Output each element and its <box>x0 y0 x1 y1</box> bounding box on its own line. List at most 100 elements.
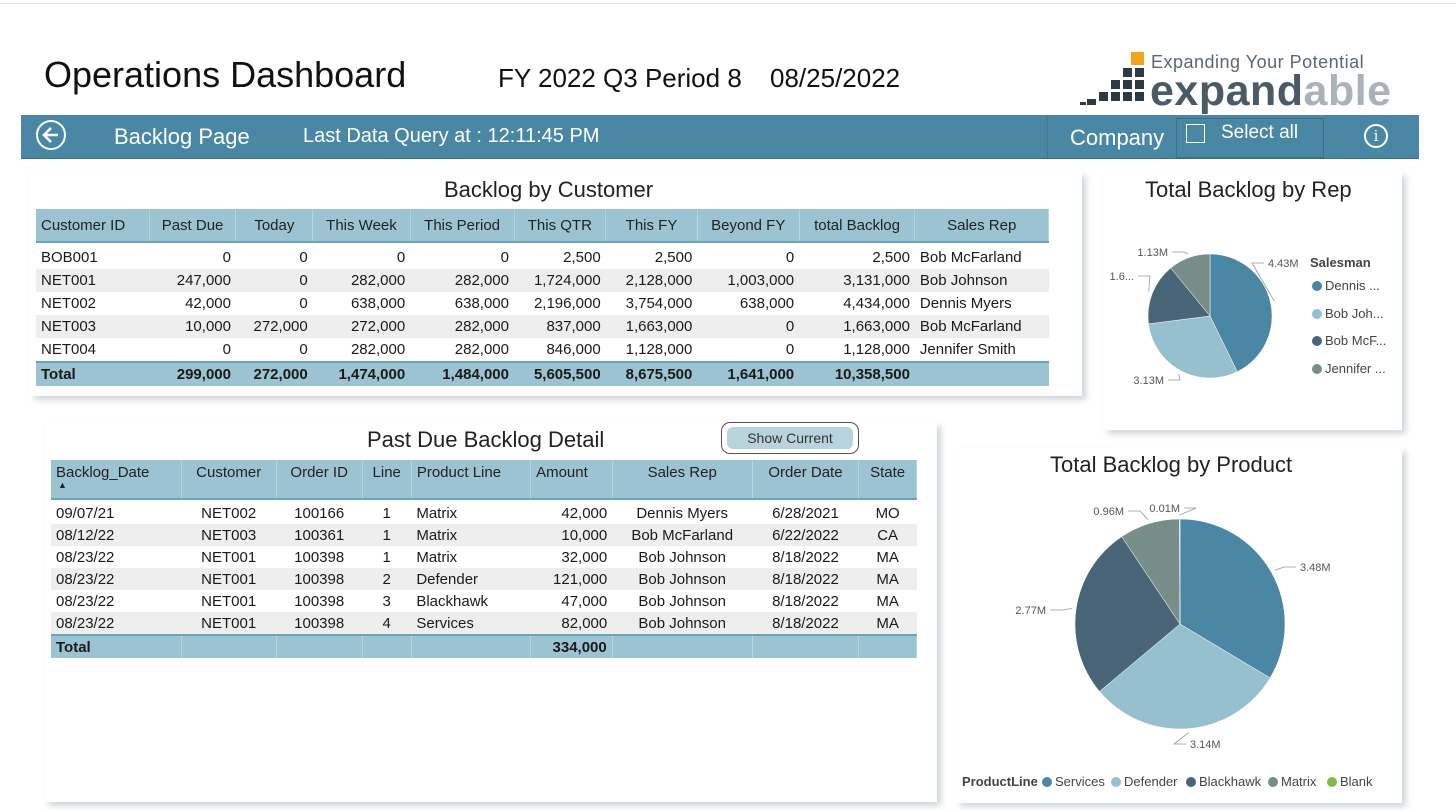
pie-leader-line <box>1172 732 1189 745</box>
table-cell: 8/18/2022 <box>752 612 859 635</box>
fiscal-period: FY 2022 Q3 Period 8 <box>498 63 742 93</box>
table-row[interactable]: 09/07/21 NET002 100166 1 Matrix 42,000 Dennis … <box>51 502 917 524</box>
table-cell: 100398 <box>276 568 363 590</box>
pie-slice[interactable] <box>1170 253 1211 317</box>
column-header[interactable]: This FY <box>605 209 698 242</box>
column-header[interactable]: Line <box>362 460 412 499</box>
column-header[interactable]: State <box>858 460 917 499</box>
customer-table-title: Backlog by Customer <box>444 177 654 202</box>
column-header[interactable]: Product Line <box>411 460 532 499</box>
column-header[interactable]: Beyond FY <box>697 209 800 242</box>
table-cell: 638,000 <box>739 295 795 312</box>
pie-leader-line <box>1168 374 1181 381</box>
table-row[interactable]: 08/23/22 NET001 100398 1 Matrix 32,000 Bob Joh… <box>51 546 917 568</box>
table-cell: 3 <box>382 592 391 610</box>
legend-item[interactable]: Dennis ... <box>1312 278 1380 293</box>
column-header[interactable]: Order Date <box>752 460 860 499</box>
table-cell: 1 <box>382 504 391 522</box>
pie-data-label: 4.43M <box>1268 258 1299 270</box>
total-cell: Total <box>51 634 182 658</box>
table-cell: 3,131,000 <box>799 269 915 292</box>
legend-dot <box>1312 309 1322 319</box>
report-date: 08/25/2022 <box>770 63 901 93</box>
pie-slice[interactable] <box>1209 253 1273 373</box>
table-row[interactable]: 08/12/22 NET003 100361 1 Matrix 10,000 Bob McF… <box>51 524 917 546</box>
info-icon[interactable]: i <box>1364 124 1388 148</box>
back-arrow-icon[interactable] <box>36 120 66 150</box>
table-cell: NET001 <box>181 568 277 590</box>
column-header[interactable]: This Period <box>410 209 515 242</box>
pie-slice[interactable] <box>1179 518 1286 679</box>
table-total-row: Total 299,000 272,000 1,474,000 1,484,000 5,6… <box>36 361 1049 386</box>
pie-slice[interactable] <box>1148 315 1238 379</box>
table-cell: 4 <box>362 612 412 635</box>
legend-item[interactable]: Services <box>1042 774 1105 789</box>
pie-leader-line <box>1251 262 1275 302</box>
total-cell: 272,000 <box>235 361 313 386</box>
table-cell: BOB001 <box>41 249 98 266</box>
table-cell: NET002 <box>41 295 97 312</box>
table-cell: 0 <box>396 249 406 266</box>
past-due-detail-table: Backlog_Date ▲ Customer Order ID Line Product… <box>51 460 917 658</box>
total-cell <box>411 634 532 658</box>
legend-item[interactable]: Bob Joh... <box>1312 306 1384 321</box>
sort-ascending-icon[interactable]: ▲ <box>58 480 67 490</box>
table-cell: 1,663,000 <box>799 315 915 338</box>
column-header[interactable]: Past Due <box>149 209 237 242</box>
table-row[interactable]: 08/23/22 NET001 100398 4 Services 82,000 Bob J… <box>51 612 917 635</box>
legend-item[interactable]: Defender <box>1111 774 1177 789</box>
pie-leader-line <box>1128 510 1149 521</box>
table-cell: MA <box>858 612 917 635</box>
column-header[interactable]: This QTR <box>514 209 607 242</box>
pie-slice[interactable] <box>1074 536 1181 692</box>
legend-dot <box>1327 777 1337 787</box>
table-row[interactable]: 08/23/22 NET001 100398 2 Defender 121,000 Bob … <box>51 568 917 590</box>
column-header[interactable]: Order ID <box>276 460 363 499</box>
column-header[interactable]: Today <box>235 209 314 242</box>
table-cell: 3,754,000 <box>625 295 693 312</box>
column-header[interactable]: Customer ID <box>36 209 150 242</box>
legend-item[interactable]: Blackhawk <box>1186 774 1261 789</box>
table-row[interactable]: NET001 247,000 0 282,000 282,000 1,724,000 2,1… <box>36 269 1049 292</box>
select-all-checkbox[interactable] <box>1186 124 1205 143</box>
table-cell: 0 <box>222 249 231 266</box>
column-header[interactable]: Customer <box>181 460 277 499</box>
column-header[interactable]: Sales Rep <box>612 460 753 499</box>
pie-leader-line <box>1050 608 1073 611</box>
show-current-button[interactable]: Show Current <box>721 422 859 454</box>
column-header[interactable]: total Backlog <box>799 209 916 242</box>
table-row[interactable]: BOB001 0 0 0 0 2,500 2,500 0 2,500 Bob McFarland <box>36 246 1049 269</box>
pie-data-label: 0.96M <box>1093 506 1124 518</box>
product-chart-title: Total Backlog by Product <box>1050 452 1293 477</box>
pie-slice[interactable] <box>1147 267 1211 325</box>
legend-item[interactable]: Matrix <box>1268 774 1316 789</box>
total-cell <box>276 634 363 658</box>
column-header[interactable]: Backlog_Date ▲ <box>51 460 182 499</box>
pie-slice[interactable] <box>1179 518 1181 625</box>
table-row[interactable]: NET002 42,000 0 638,000 638,000 2,196,000 3,75… <box>36 292 1049 315</box>
pie-slice[interactable] <box>1099 623 1271 730</box>
table-cell: 32,000 <box>561 548 608 566</box>
legend-item[interactable]: Bob McF... <box>1312 333 1386 348</box>
total-cell <box>858 634 917 658</box>
table-cell: 8/18/2022 <box>772 548 839 566</box>
table-cell: 282,000 <box>454 341 509 358</box>
last-query-time: Last Data Query at : 12:11:45 PM <box>303 125 600 147</box>
table-cell: Jennifer Smith <box>919 341 1016 358</box>
table-cell: 837,000 <box>514 315 606 338</box>
legend-dot <box>1312 281 1322 291</box>
table-cell: 0 <box>785 249 795 266</box>
company-slicer[interactable]: Select all <box>1176 118 1324 158</box>
legend-item[interactable]: Jennifer ... <box>1312 361 1386 376</box>
table-row[interactable]: 08/23/22 NET001 100398 3 Blackhawk 47,000 Bob … <box>51 590 917 612</box>
table-cell: 08/23/22 <box>56 592 115 610</box>
table-cell: CA <box>858 524 917 546</box>
table-total-row: Total 334,000 <box>51 634 917 658</box>
legend-item[interactable]: Blank <box>1327 774 1373 789</box>
table-row[interactable]: NET003 10,000 272,000 272,000 282,000 837,000… <box>36 315 1049 338</box>
table-cell: Dennis Myers <box>919 295 1012 312</box>
table-row[interactable]: NET004 0 0 282,000 282,000 846,000 1,128,000 0 1… <box>36 338 1049 362</box>
column-header[interactable]: Sales Rep <box>914 209 1049 242</box>
column-header[interactable]: Amount <box>530 460 613 499</box>
column-header[interactable]: This Week <box>312 209 411 242</box>
